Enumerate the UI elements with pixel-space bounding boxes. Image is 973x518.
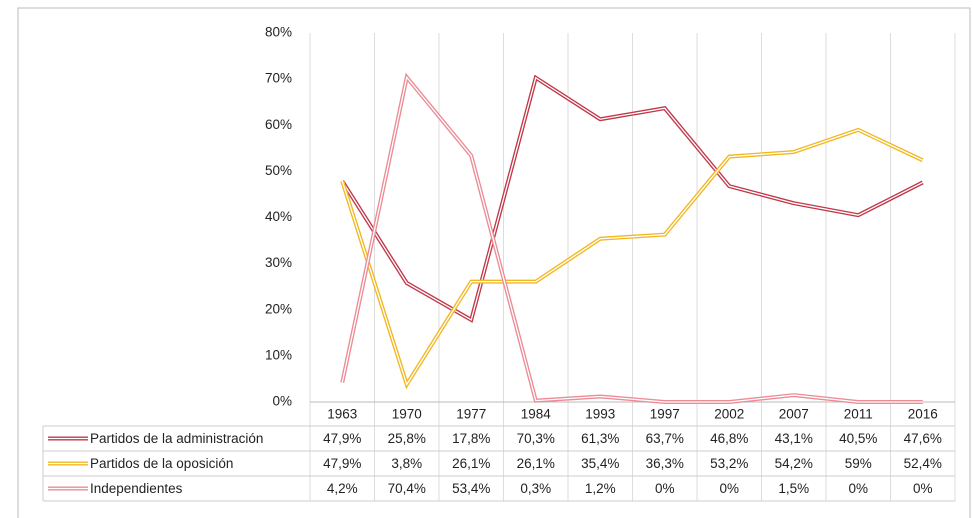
table-cell: 70,3% bbox=[517, 431, 555, 446]
table-cell: 0% bbox=[719, 481, 739, 496]
table-cell: 3,8% bbox=[391, 456, 422, 471]
table-cell: 0% bbox=[913, 481, 933, 496]
table-cell: 61,3% bbox=[581, 431, 619, 446]
table-cell: 47,9% bbox=[323, 456, 361, 471]
y-tick-label: 30% bbox=[265, 255, 292, 270]
table-cell: 70,4% bbox=[388, 481, 426, 496]
table-cell: 63,7% bbox=[646, 431, 684, 446]
series-line-inner bbox=[341, 76, 924, 321]
x-tick-label: 2016 bbox=[908, 407, 938, 422]
table-cell: 43,1% bbox=[775, 431, 813, 446]
table-cell: 36,3% bbox=[646, 456, 684, 471]
x-tick-label: 1963 bbox=[327, 407, 357, 422]
table-cell: 54,2% bbox=[775, 456, 813, 471]
x-tick-label: 1984 bbox=[521, 407, 552, 422]
series-line-inner bbox=[341, 129, 924, 387]
table-cell: 26,1% bbox=[517, 456, 555, 471]
legend-label: Partidos de la oposición bbox=[90, 456, 233, 471]
y-tick-label: 10% bbox=[265, 347, 292, 362]
y-tick-label: 0% bbox=[272, 394, 292, 409]
y-tick-label: 40% bbox=[265, 209, 292, 224]
table-cell: 52,4% bbox=[904, 456, 942, 471]
table-cell: 26,1% bbox=[452, 456, 490, 471]
table-cell: 59% bbox=[845, 456, 872, 471]
frame bbox=[17, 7, 971, 518]
table-cell: 46,8% bbox=[710, 431, 748, 446]
table-cell: 40,5% bbox=[839, 431, 877, 446]
table-cell: 0% bbox=[655, 481, 675, 496]
x-tick-label: 2007 bbox=[779, 407, 809, 422]
x-tick-label: 2011 bbox=[844, 407, 873, 422]
legend-label: Independientes bbox=[90, 481, 183, 496]
table-cell: 25,8% bbox=[388, 431, 426, 446]
y-tick-label: 60% bbox=[265, 117, 292, 132]
table-cell: 0% bbox=[848, 481, 868, 496]
legend-label: Partidos de la administración bbox=[90, 431, 263, 446]
table-cell: 0,3% bbox=[520, 481, 551, 496]
y-tick-label: 80% bbox=[265, 25, 292, 40]
table-cell: 53,4% bbox=[452, 481, 490, 496]
y-tick-label: 70% bbox=[265, 71, 292, 86]
y-tick-label: 50% bbox=[265, 163, 292, 178]
table-cell: 17,8% bbox=[452, 431, 490, 446]
table-cell: 47,6% bbox=[904, 431, 942, 446]
x-tick-label: 1997 bbox=[650, 407, 680, 422]
table-cell: 4,2% bbox=[327, 481, 358, 496]
series-line-inner bbox=[341, 75, 923, 403]
table-cell: 35,4% bbox=[581, 456, 619, 471]
x-tick-label: 1970 bbox=[392, 407, 422, 422]
y-tick-label: 20% bbox=[265, 301, 292, 316]
table-cell: 47,9% bbox=[323, 431, 361, 446]
table-cell: 1,2% bbox=[585, 481, 616, 496]
table-cell: 53,2% bbox=[710, 456, 748, 471]
x-tick-label: 1977 bbox=[456, 407, 486, 422]
x-tick-label: 2002 bbox=[714, 407, 744, 422]
x-tick-label: 1993 bbox=[585, 407, 615, 422]
table-cell: 1,5% bbox=[778, 481, 809, 496]
